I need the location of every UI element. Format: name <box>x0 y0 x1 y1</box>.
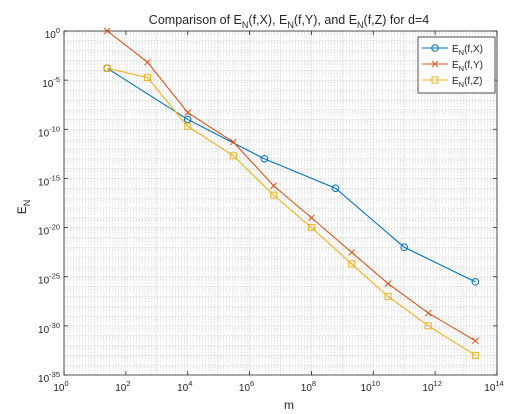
legend-label-y: EN(f,Y) <box>452 60 483 73</box>
series-line <box>106 30 476 342</box>
legend-entry-z: EN(f,Z) <box>422 76 482 89</box>
legend-marker-shape <box>431 76 439 84</box>
legend-marker-shape <box>431 60 439 68</box>
data-point <box>144 58 151 66</box>
y-tick-label: 10-35 <box>38 370 60 385</box>
x-axis-label: m <box>284 398 294 412</box>
data-point <box>472 337 479 345</box>
data-point <box>260 154 269 163</box>
y-tick-label: 10-20 <box>38 223 60 238</box>
legend-marker-y <box>431 60 439 68</box>
x-tick-label: 102 <box>115 379 130 394</box>
chart-title: Comparison of EN(f,X), EN(f,Y), and EN(f… <box>149 13 429 30</box>
data-point <box>471 351 479 359</box>
x-tick-label: 104 <box>177 379 192 394</box>
data-point <box>424 309 432 317</box>
x-tick-label: 106 <box>239 379 254 394</box>
data-point <box>103 64 111 72</box>
data-point <box>230 138 237 146</box>
x-tick-label: 100 <box>53 379 68 394</box>
x-tick-label: 1010 <box>361 379 380 394</box>
data-point <box>307 224 315 232</box>
data-point <box>183 115 192 124</box>
legend: EN(f,X) EN(f,Y) EN(f,Z) <box>417 36 496 94</box>
data-point <box>400 243 409 252</box>
data-point <box>384 292 392 300</box>
data-point <box>270 182 277 190</box>
plot-series <box>103 27 480 359</box>
legend-entry-x: EN(f,X) <box>422 44 483 57</box>
legend-entry-y: EN(f,Y) <box>422 60 483 73</box>
data-point <box>308 214 315 222</box>
x-tick-label: 108 <box>301 379 316 394</box>
data-point <box>103 27 111 35</box>
legend-marker-z <box>431 76 439 84</box>
data-point <box>184 122 192 130</box>
data-point <box>229 152 237 160</box>
y-tick-label: 10-15 <box>38 173 60 188</box>
y-tick-label: 10-30 <box>38 321 60 336</box>
data-point <box>348 249 356 256</box>
legend-marker-shape <box>431 44 439 52</box>
x-tick-label: 1012 <box>422 379 441 394</box>
data-point <box>143 74 151 82</box>
data-point <box>348 260 356 268</box>
x-tick-label: 1014 <box>484 379 503 394</box>
grid-lines <box>64 31 497 375</box>
legend-marker-x <box>431 44 439 52</box>
axes: 100 102 104 106 108 1010 1012 1014 100 10-5 10-10 1… <box>38 26 504 394</box>
legend-label-x: EN(f,X) <box>452 44 483 57</box>
series-1 <box>103 27 479 345</box>
legend-label-z: EN(f,Z) <box>452 76 482 89</box>
plot-frame <box>63 30 498 376</box>
y-tick-label: 100 <box>45 26 60 41</box>
data-point <box>270 191 278 199</box>
y-tick-label: 10-10 <box>38 124 60 139</box>
series-line <box>107 67 476 356</box>
legend-box <box>417 36 496 94</box>
data-point <box>331 184 340 193</box>
series-2 <box>103 64 479 359</box>
data-point <box>184 109 192 116</box>
data-point <box>424 322 432 330</box>
y-axis-label: EN <box>15 200 32 215</box>
data-point <box>471 278 480 286</box>
y-tick-label: 10-25 <box>38 272 60 287</box>
data-point <box>384 280 392 287</box>
y-tick-label: 10-5 <box>42 75 60 90</box>
